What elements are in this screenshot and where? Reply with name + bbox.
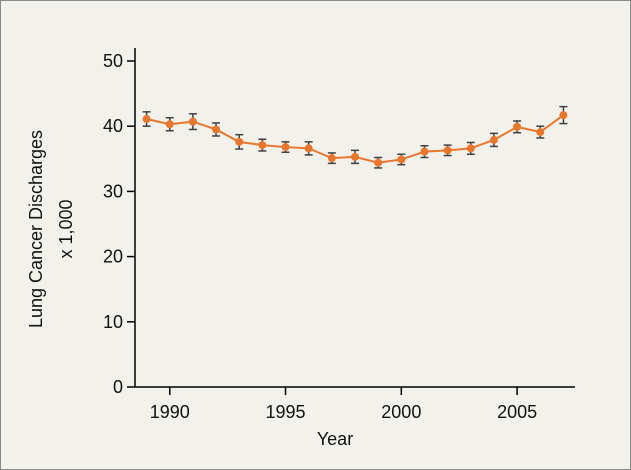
data-point	[235, 137, 244, 146]
series-group	[142, 111, 568, 167]
data-point	[513, 122, 522, 131]
y-tick-label: 0	[113, 377, 123, 397]
y-axis-title-line-1: Lung Cancer Discharges	[26, 130, 46, 328]
y-tick-labels: 0 10 20 30 40 50	[103, 51, 123, 397]
data-point	[443, 146, 452, 155]
data-point	[397, 155, 406, 164]
x-axis	[135, 386, 575, 395]
y-tick-label: 10	[103, 312, 123, 332]
data-point	[559, 111, 568, 120]
y-axis	[127, 48, 136, 388]
x-tick-label: 2000	[381, 402, 421, 422]
x-tick-labels: 1990 1995 2000 2005	[150, 402, 537, 422]
data-point	[281, 143, 290, 152]
data-point	[188, 117, 197, 126]
data-point	[327, 154, 336, 163]
data-point	[420, 147, 429, 156]
y-tick-label: 50	[103, 51, 123, 71]
data-point	[304, 144, 313, 153]
x-axis-title: Year	[317, 429, 353, 449]
data-point	[212, 125, 221, 134]
data-point	[466, 144, 475, 153]
data-point	[351, 152, 359, 161]
y-tick-label: 20	[103, 247, 123, 267]
data-point	[489, 135, 498, 144]
data-point	[374, 158, 383, 167]
data-point	[258, 141, 267, 150]
data-point	[536, 128, 545, 137]
x-tick-label: 1995	[266, 402, 306, 422]
y-tick-label: 30	[103, 181, 123, 201]
data-point	[165, 120, 174, 129]
y-tick-label: 40	[103, 116, 123, 136]
data-point	[142, 115, 151, 124]
x-tick-label: 1990	[150, 402, 190, 422]
x-tick-label: 2005	[497, 402, 537, 422]
y-axis-title-line-2: x 1,000	[56, 199, 76, 258]
